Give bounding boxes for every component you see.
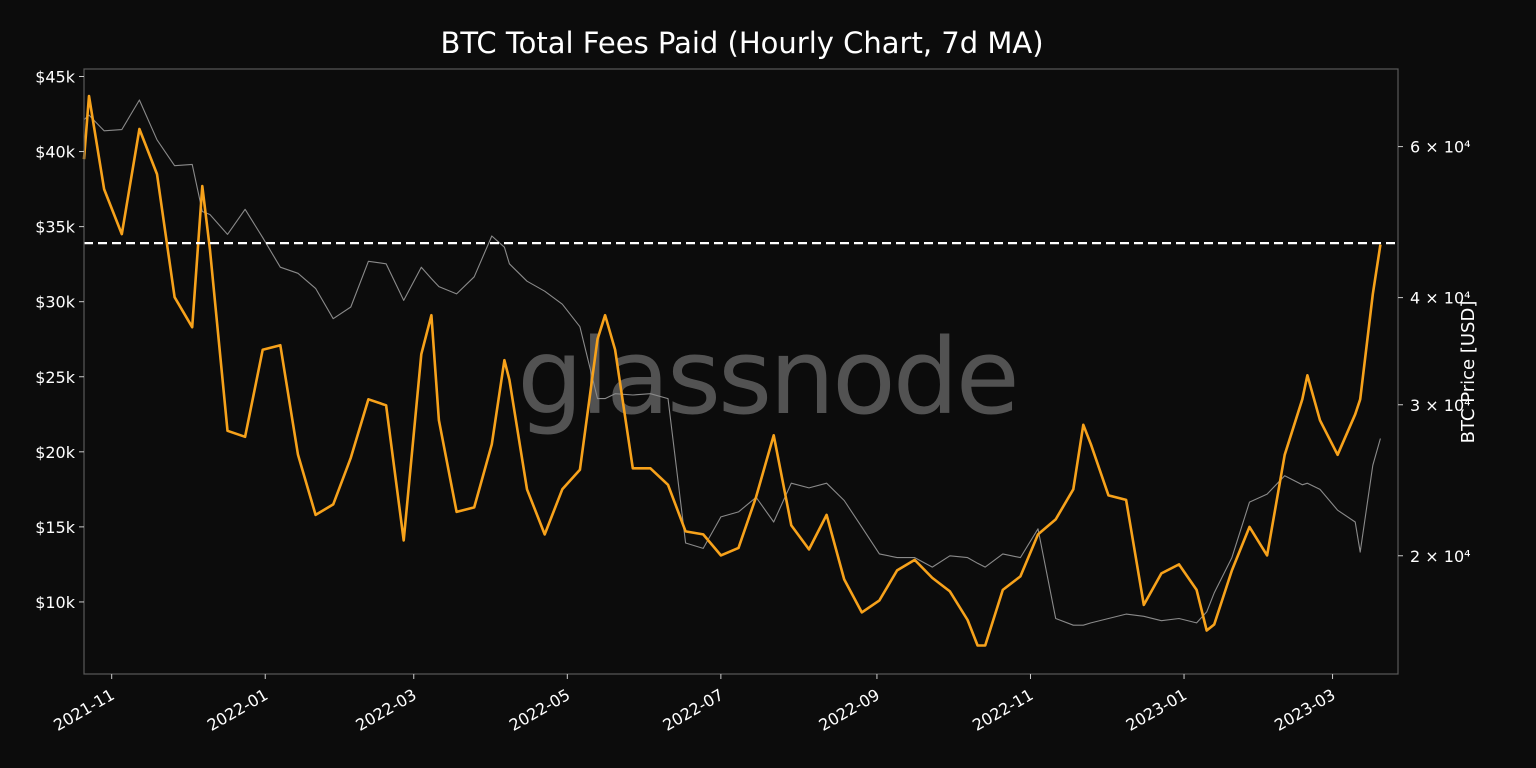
fees-line <box>82 94 1382 647</box>
btc-price-line <box>83 99 1381 626</box>
left-tick-label: $20k <box>35 443 76 462</box>
left-tick-label: $45k <box>35 68 76 87</box>
left-tick-label: $10k <box>35 593 76 612</box>
right-tick-label: 4 × 10⁴ <box>1410 289 1471 308</box>
left-tick-label: $25k <box>35 368 76 387</box>
glassnode-watermark: glassnode <box>517 316 1017 438</box>
left-tick-label: $35k <box>35 218 76 237</box>
plot-frame <box>83 68 1399 675</box>
left-tick-label: $40k <box>35 143 76 162</box>
left-tick-label: $30k <box>35 293 76 312</box>
left-tick-label: $15k <box>35 518 76 537</box>
right-axis-label: BTC Price [USD] <box>1458 301 1479 444</box>
right-tick-label: 6 × 10⁴ <box>1410 138 1471 157</box>
right-tick-label: 3 × 10⁴ <box>1410 396 1471 415</box>
right-tick-label: 2 × 10⁴ <box>1410 547 1471 566</box>
series-lines <box>82 94 1398 647</box>
chart-title: BTC Total Fees Paid (Hourly Chart, 7d MA… <box>440 26 1043 60</box>
